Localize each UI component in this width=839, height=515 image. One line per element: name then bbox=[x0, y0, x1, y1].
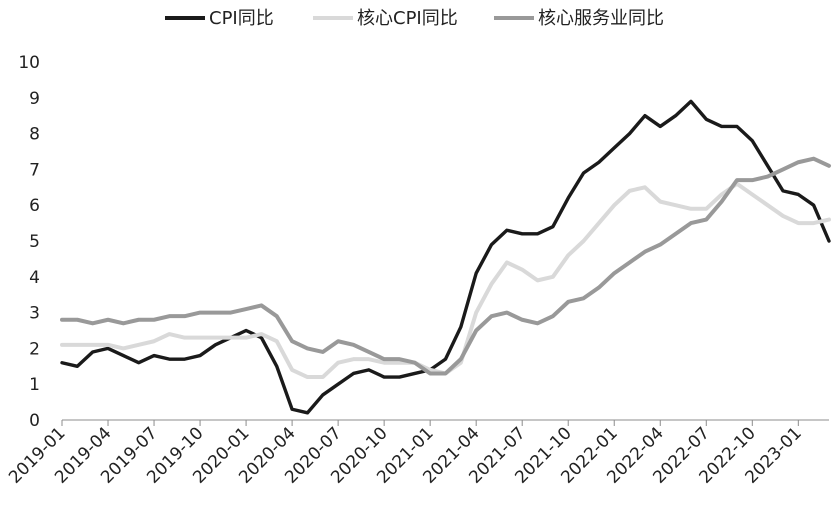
y-tick-label: 2 bbox=[29, 339, 40, 359]
legend: CPI同比 核心CPI同比 核心服务业同比 bbox=[165, 8, 664, 29]
y-tick-label: 10 bbox=[18, 53, 40, 73]
legend-label-3: 核心服务业同比 bbox=[538, 8, 664, 29]
x-axis: 2019-012019-042019-072019-102020-012020-… bbox=[5, 419, 829, 488]
y-tick-label: 1 bbox=[29, 375, 40, 395]
y-tick-label: 5 bbox=[29, 232, 40, 252]
series-line-3 bbox=[60, 156, 831, 376]
y-tick-label: 6 bbox=[29, 196, 40, 216]
y-tick-label: 0 bbox=[29, 411, 40, 431]
y-tick-label: 9 bbox=[29, 89, 40, 109]
legend-label-1: CPI同比 bbox=[209, 8, 274, 29]
legend-label-2: 核心CPI同比 bbox=[357, 8, 458, 29]
y-tick-label: 4 bbox=[29, 268, 40, 288]
y-tick-label: 3 bbox=[29, 304, 40, 324]
series-line-1 bbox=[60, 99, 831, 415]
y-tick-label: 8 bbox=[29, 125, 40, 145]
plot-area bbox=[60, 99, 831, 415]
y-tick-label: 7 bbox=[29, 160, 40, 180]
y-axis: 0 1 2 3 4 5 6 7 8 9 10 bbox=[18, 53, 40, 431]
